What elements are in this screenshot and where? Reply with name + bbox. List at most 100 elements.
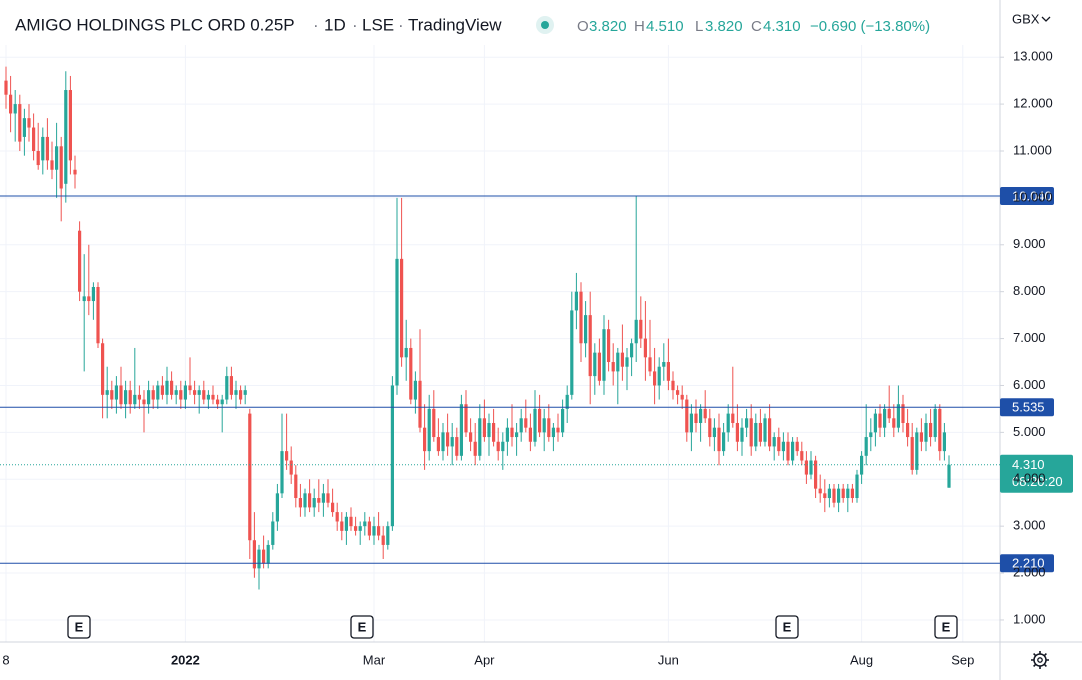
candle-body: [653, 371, 657, 386]
candle-body: [436, 437, 440, 452]
candle-body: [344, 516, 348, 531]
earnings-marker-box[interactable]: [934, 615, 958, 639]
candle-body: [234, 390, 238, 395]
candle-body: [588, 315, 592, 377]
candle-body: [878, 413, 882, 428]
earnings-marker[interactable]: E: [942, 619, 951, 634]
earnings-marker-box[interactable]: [67, 615, 91, 639]
candle-body: [206, 394, 210, 400]
gear-teeth[interactable]: [1031, 651, 1049, 669]
candle-body: [404, 347, 408, 358]
earnings-marker[interactable]: E: [75, 619, 84, 634]
candle-body: [50, 160, 54, 170]
candle-body: [390, 385, 394, 527]
price-label: 10.040: [1012, 188, 1052, 203]
candle-body: [179, 390, 183, 400]
candle-body: [358, 526, 362, 531]
earnings-marker-box[interactable]: [350, 615, 374, 639]
separator: ·: [313, 15, 319, 34]
candle-body: [620, 352, 624, 367]
candle-body: [423, 427, 427, 452]
symbol: AMIGO HOLDINGS PLC ORD 0.25P: [15, 15, 295, 34]
candle-body: [142, 399, 146, 405]
candle-body: [4, 80, 8, 95]
currency-dropdown[interactable]: [1041, 16, 1051, 22]
gear-ring[interactable]: [1033, 653, 1047, 667]
candle-body: [823, 493, 827, 499]
candle-body: [763, 418, 767, 442]
candle-body: [864, 437, 868, 456]
candle-body: [119, 385, 123, 405]
candle-body: [27, 118, 31, 128]
candle-body: [896, 404, 900, 428]
interval: 1D: [324, 15, 346, 34]
gear-hub[interactable]: [1037, 657, 1043, 663]
bar-countdown: 08:20:20: [1012, 474, 1063, 489]
candle-body: [18, 104, 22, 142]
candle-body: [662, 362, 666, 367]
currency[interactable]: GBX: [1012, 11, 1040, 26]
candle-body: [492, 422, 496, 442]
candle-body: [496, 441, 500, 452]
earnings-marker[interactable]: E: [358, 619, 367, 634]
candle-body: [183, 385, 187, 400]
candle-body: [869, 432, 873, 438]
candle-body: [418, 380, 422, 428]
y-tick-label: 1.000: [1013, 611, 1046, 626]
candle-body: [685, 399, 689, 433]
candle-body: [151, 390, 155, 400]
earnings-marker[interactable]: E: [783, 619, 792, 634]
candle-body: [873, 413, 877, 433]
candle-body: [703, 408, 707, 419]
candle-body: [303, 493, 307, 508]
candle-body: [220, 399, 224, 405]
candle-body: [211, 394, 215, 400]
candle-body: [505, 427, 509, 442]
y-tick-label: 8.000: [1013, 283, 1046, 298]
candle-body: [607, 329, 611, 363]
candle-body: [252, 540, 256, 569]
candle-body: [556, 427, 560, 433]
x-tick-label: 8: [2, 652, 9, 667]
candle-body: [786, 441, 790, 461]
earnings-marker-box[interactable]: [775, 615, 799, 639]
candle-body: [731, 413, 735, 423]
candle-body: [850, 488, 854, 499]
candle-body: [740, 427, 744, 442]
candle-body: [570, 310, 574, 395]
last-price-label: 4.310: [1012, 457, 1045, 472]
candle-body: [639, 319, 643, 339]
y-tick-label: 4.000: [1013, 471, 1046, 486]
candle-body: [64, 90, 68, 184]
candle-body: [331, 502, 335, 513]
candle-body: [400, 258, 404, 358]
candle-body: [634, 319, 638, 344]
candle-body: [9, 94, 13, 114]
candle-body: [800, 451, 804, 461]
grid: [0, 45, 1004, 642]
candle-body: [694, 413, 698, 423]
candle-body: [910, 437, 914, 470]
candle-body: [809, 460, 813, 475]
settings-icon[interactable]: [1031, 651, 1049, 669]
separator: ·: [398, 15, 404, 34]
candle-body: [814, 460, 818, 489]
candle-body: [294, 474, 298, 499]
plot-area: [4, 66, 951, 590]
candle-body: [777, 437, 781, 452]
x-tick-label: Apr: [474, 652, 495, 667]
candle-body: [643, 338, 647, 358]
candle-body: [754, 422, 758, 447]
candle-body: [450, 437, 454, 447]
candle-body: [174, 390, 178, 395]
candle-body: [427, 408, 431, 452]
candle-body: [915, 432, 919, 470]
candle-body: [551, 427, 555, 438]
candle-body: [243, 390, 247, 395]
candle-body: [326, 493, 330, 503]
candle-body: [515, 432, 519, 438]
candle-body: [768, 418, 772, 447]
y-tick-label: 11.000: [1013, 142, 1052, 157]
candle-body: [225, 376, 229, 400]
